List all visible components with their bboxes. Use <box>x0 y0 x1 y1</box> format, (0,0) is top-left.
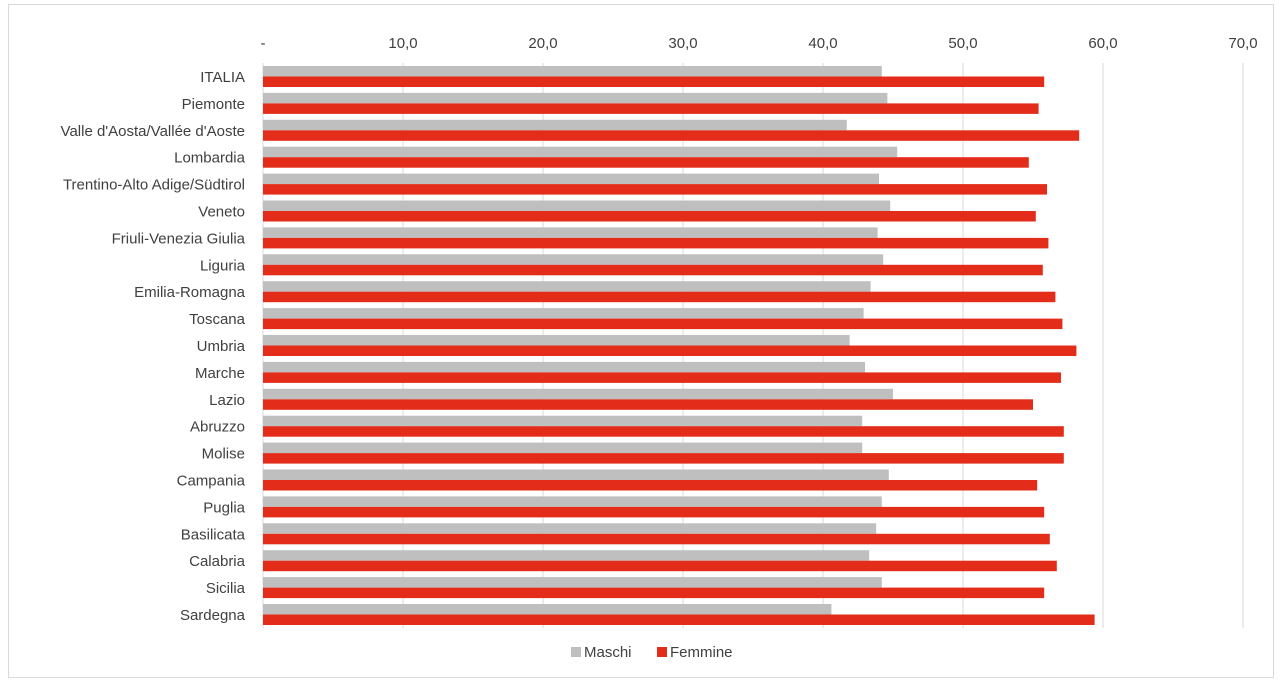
category-label: ITALIA <box>200 69 245 86</box>
category-label: Emilia-Romagna <box>134 284 246 301</box>
bar-femmine <box>263 614 1095 625</box>
category-label: Friuli-Venezia Giulia <box>112 230 246 247</box>
category-label: Molise <box>202 446 245 463</box>
bar-femmine <box>263 345 1077 356</box>
bar-maschi <box>263 92 888 104</box>
bar-maschi <box>263 173 879 185</box>
legend: Maschi Femmine <box>571 644 733 661</box>
legend-label-maschi: Maschi <box>584 644 632 661</box>
chart-frame: - 10,0 20,0 30,0 40,0 50,0 60,0 70,0 ITALIA Piem… <box>8 4 1274 678</box>
bar-femmine <box>263 76 1045 87</box>
bar-maschi <box>263 200 891 211</box>
category-label: Puglia <box>203 499 245 516</box>
bar-femmine <box>263 426 1064 437</box>
bar-femmine <box>263 453 1064 464</box>
bar-femmine <box>263 506 1045 518</box>
bar-maschi <box>263 388 893 400</box>
legend-swatch-maschi <box>571 647 581 657</box>
category-label: Veneto <box>198 204 245 221</box>
x-tick-label: 60,0 <box>1088 35 1117 52</box>
category-label: Lombardia <box>174 150 246 167</box>
x-tick-label: 10,0 <box>388 35 417 52</box>
bar-femmine <box>263 399 1033 410</box>
bar-femmine <box>263 533 1050 545</box>
bar-femmine <box>263 560 1057 572</box>
bar-femmine <box>263 211 1036 222</box>
category-label: Trentino-Alto Adige/Südtirol <box>63 177 245 194</box>
category-label: Abruzzo <box>190 419 245 436</box>
bar-maschi <box>263 308 864 319</box>
category-label: Toscana <box>189 311 246 328</box>
category-label: Calabria <box>189 553 246 570</box>
bar-femmine <box>263 291 1056 303</box>
category-label: Piemonte <box>182 96 245 113</box>
bar-maschi <box>263 281 871 292</box>
bar-maschi <box>263 523 877 534</box>
bar-femmine <box>263 184 1047 195</box>
bar-femmine <box>263 264 1043 276</box>
bar-maschi <box>263 335 850 346</box>
x-tick-label: 50,0 <box>948 35 977 52</box>
category-label: Valle d'Aosta/Vallée d'Aoste <box>61 123 245 140</box>
bar-maschi <box>263 119 847 131</box>
x-tick-label: 40,0 <box>808 35 837 52</box>
category-label: Liguria <box>200 257 246 274</box>
category-label: Basilicata <box>181 526 246 543</box>
bar-maschi <box>263 66 882 77</box>
legend-label-femmine: Femmine <box>670 644 733 661</box>
bars <box>263 66 1095 625</box>
bar-maschi <box>263 496 882 507</box>
bar-maschi <box>263 361 865 373</box>
category-label: Campania <box>177 473 246 490</box>
bar-maschi <box>263 604 832 615</box>
bar-maschi <box>263 227 878 238</box>
category-label: Sicilia <box>206 580 246 597</box>
bar-maschi <box>263 254 884 265</box>
category-label: Umbria <box>197 338 246 355</box>
bar-maschi <box>263 469 889 480</box>
x-tick-label: 70,0 <box>1228 35 1257 52</box>
bar-femmine <box>263 103 1039 114</box>
bar-femmine <box>263 237 1049 249</box>
bar-maschi <box>263 146 898 158</box>
x-tick-label: 30,0 <box>668 35 697 52</box>
bar-femmine <box>263 157 1029 168</box>
bar-femmine <box>263 372 1061 383</box>
category-label: Marche <box>195 365 245 382</box>
y-axis-categories: ITALIA Piemonte Valle d'Aosta/Vallée d'Aos… <box>61 69 246 624</box>
bar-chart: - 10,0 20,0 30,0 40,0 50,0 60,0 70,0 ITALIA Piem… <box>61 35 1258 661</box>
bar-femmine <box>263 130 1080 141</box>
category-label: Lazio <box>209 392 245 409</box>
bar-maschi <box>263 550 870 561</box>
bar-maschi <box>263 577 882 588</box>
bar-femmine <box>263 587 1045 599</box>
bar-maschi <box>263 415 863 427</box>
x-axis-ticks: - 10,0 20,0 30,0 40,0 50,0 60,0 70,0 <box>261 35 1258 52</box>
bar-femmine <box>263 318 1063 330</box>
bar-femmine <box>263 480 1038 491</box>
legend-swatch-femmine <box>657 647 667 657</box>
category-label: Sardegna <box>180 607 246 624</box>
bar-maschi <box>263 442 863 454</box>
x-tick-label: - <box>261 35 266 52</box>
x-tick-label: 20,0 <box>528 35 557 52</box>
